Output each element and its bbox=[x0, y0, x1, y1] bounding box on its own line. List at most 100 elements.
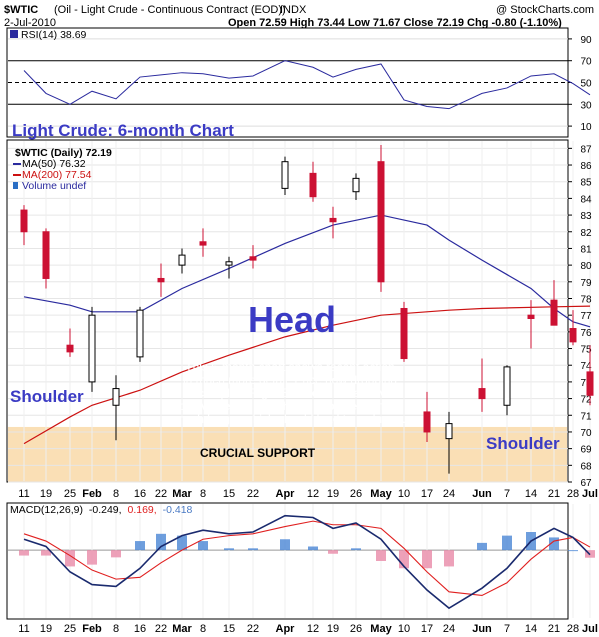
symbol-description: (Oil - Light Crude - Continuous Contract… bbox=[54, 4, 286, 16]
x-tick-label: 22 bbox=[155, 623, 167, 635]
candle-body bbox=[157, 277, 165, 283]
ma200-label: MA(200) 77.54 bbox=[22, 169, 92, 181]
x-tick-label: 14 bbox=[525, 488, 537, 500]
macd-histogram-bar bbox=[41, 550, 51, 556]
x-tick-label: 10 bbox=[398, 488, 410, 500]
macd-label-prefix: MACD(12,26,9) bbox=[10, 504, 83, 516]
candle-body bbox=[329, 217, 337, 223]
price-candle bbox=[225, 256, 233, 279]
price-tick-label: 83 bbox=[580, 211, 592, 222]
candle-body bbox=[352, 177, 360, 193]
x-tick-label: Mar bbox=[172, 488, 192, 500]
candle-body bbox=[225, 261, 233, 266]
macd-histogram-bar bbox=[65, 550, 75, 567]
x-tick-label: 19 bbox=[40, 488, 52, 500]
price-candle bbox=[478, 358, 486, 412]
price-candle bbox=[199, 228, 207, 257]
rsi-line bbox=[23, 60, 591, 110]
price-candle bbox=[281, 156, 289, 196]
note-line: to complete Right Shoulder. Breakdown bbox=[185, 386, 396, 400]
price-candles bbox=[20, 145, 594, 474]
candle-body bbox=[178, 254, 186, 266]
x-tick-label: 22 bbox=[247, 488, 259, 500]
rsi-label: RSI(14) 38.69 bbox=[21, 29, 87, 41]
macd-histogram-bar bbox=[351, 548, 361, 551]
price-candle bbox=[400, 301, 408, 362]
note-line: in much more detail. Price now dropping bbox=[183, 373, 397, 387]
price-tick-label: 73 bbox=[580, 378, 592, 389]
date-text: 2-Jul-2010 bbox=[4, 17, 56, 29]
candle-body bbox=[66, 344, 74, 353]
note-line: much longer which should lead to a plung… bbox=[175, 412, 406, 426]
candle-body bbox=[42, 231, 50, 279]
x-tick-label: 14 bbox=[525, 623, 537, 635]
x-tick-label: 17 bbox=[421, 623, 433, 635]
price-candle bbox=[503, 365, 511, 416]
price-candle bbox=[157, 263, 165, 297]
price-tick-label: 80 bbox=[580, 261, 592, 272]
macd-value-1: -0.249, bbox=[89, 504, 122, 516]
candle-body bbox=[249, 256, 257, 261]
x-tick-label: 8 bbox=[113, 623, 119, 635]
head-annotation: Head bbox=[248, 299, 336, 340]
x-tick-label: 24 bbox=[443, 623, 455, 635]
macd-histogram-bar bbox=[444, 550, 454, 567]
price-tick-label: 76 bbox=[580, 328, 592, 339]
x-tick-label: 28 bbox=[567, 623, 579, 635]
x-tick-label: 15 bbox=[223, 488, 235, 500]
x-tick-label: 24 bbox=[443, 488, 455, 500]
macd-legend: MACD(12,26,9) -0.249, 0.169, -0.418 bbox=[10, 504, 193, 516]
price-candle bbox=[178, 248, 186, 274]
x-tick-label: 10 bbox=[398, 623, 410, 635]
rsi-tick-label: 50 bbox=[580, 79, 592, 90]
macd-panel: MACD(12,26,9) -0.249, 0.169, -0.418 bbox=[6, 502, 595, 620]
price-tick-label: 68 bbox=[580, 461, 592, 472]
x-axis-bottom: 11 19 25 Feb 8 16 22 Mar 8 15 22 Apr 12 19 26 May 10 17 24… bbox=[18, 623, 598, 635]
macd-histogram-bar bbox=[502, 535, 512, 551]
rsi-tick-label: 30 bbox=[580, 100, 592, 111]
x-tick-label: 19 bbox=[327, 623, 339, 635]
volume-label: Volume undef bbox=[22, 180, 86, 192]
x-tick-label: Jun bbox=[472, 623, 492, 635]
price-candle bbox=[136, 306, 144, 362]
annotation-note: This 6-month chart shows recent action i… bbox=[175, 360, 406, 426]
x-tick-label: 8 bbox=[200, 488, 206, 500]
x-tick-label: Feb bbox=[82, 623, 102, 635]
rsi-gridlines bbox=[8, 38, 568, 127]
price-candle bbox=[309, 161, 317, 202]
price-tick-label: 84 bbox=[580, 194, 592, 205]
price-candle bbox=[88, 306, 96, 392]
price-tick-label: 67 bbox=[580, 478, 592, 489]
rsi-legend-swatch bbox=[10, 30, 18, 38]
x-tick-label: Mar bbox=[172, 623, 192, 635]
candle-body bbox=[136, 309, 144, 358]
x-axis-middle: 11 19 25 Feb 8 16 22 Mar 8 15 22 Apr 12 19 26 May 10 17 24… bbox=[18, 488, 598, 500]
price-candle bbox=[66, 328, 74, 357]
symbol-text: $WTIC bbox=[4, 4, 38, 16]
macd-histogram-bar bbox=[399, 550, 409, 569]
x-tick-label: 12 bbox=[307, 488, 319, 500]
price-candle bbox=[42, 228, 50, 289]
price-tick-label: 78 bbox=[580, 294, 592, 305]
macd-histogram-bar bbox=[156, 533, 166, 551]
candle-body bbox=[478, 388, 486, 400]
macd-histogram-bar bbox=[376, 550, 386, 561]
price-candle bbox=[112, 375, 120, 441]
price-candle bbox=[445, 411, 453, 474]
candle-body bbox=[400, 307, 408, 360]
exchange-text: INDX bbox=[280, 4, 307, 16]
rsi-tick-label: 70 bbox=[580, 57, 592, 68]
x-tick-label: 12 bbox=[307, 623, 319, 635]
ma200-line bbox=[23, 305, 591, 445]
price-tick-label: 81 bbox=[580, 244, 592, 255]
price-candle bbox=[20, 205, 28, 246]
macd-histogram-bar bbox=[248, 548, 258, 551]
ma50-line bbox=[23, 214, 591, 328]
ohlc-text: Open 72.59 High 73.44 Low 71.67 Close 72… bbox=[228, 17, 562, 29]
watermark-text: @ StockCharts.com bbox=[496, 4, 594, 16]
ma50-label: MA(50) 76.32 bbox=[22, 158, 86, 170]
price-tick-label: 85 bbox=[580, 178, 592, 189]
x-tick-label: 22 bbox=[247, 623, 259, 635]
x-tick-label: 22 bbox=[155, 488, 167, 500]
x-tick-label: 25 bbox=[64, 623, 76, 635]
